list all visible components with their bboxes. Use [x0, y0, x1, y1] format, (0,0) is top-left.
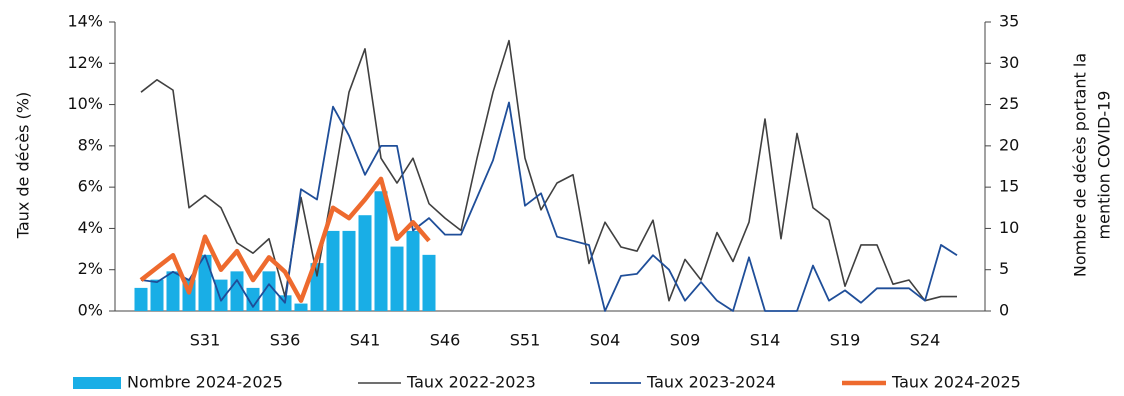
y-tick-label: 8%	[78, 135, 103, 154]
bar	[150, 279, 164, 311]
y2-tick-label: 25	[999, 94, 1019, 113]
bar	[326, 230, 340, 311]
x-tick-label: S36	[270, 331, 301, 350]
bar	[406, 230, 420, 311]
y2-tick-label: 20	[999, 135, 1019, 154]
bar	[294, 303, 308, 311]
legend-label: Taux 2024-2025	[891, 373, 1021, 392]
legend-label: Nombre 2024-2025	[127, 373, 283, 392]
y2-tick-label: 35	[999, 12, 1019, 31]
bar	[358, 215, 372, 311]
x-tick-label: S19	[830, 331, 861, 350]
x-tick-label: S09	[670, 331, 701, 350]
y-tick-label: 0%	[78, 301, 103, 320]
bar	[422, 254, 436, 311]
y-tick-label: 14%	[67, 12, 103, 31]
bar	[374, 191, 388, 311]
line-series	[140, 39, 957, 302]
y-tick-label: 2%	[78, 259, 103, 278]
y2-tick-label: 10	[999, 218, 1019, 237]
y-tick-label: 12%	[67, 53, 103, 72]
y-axis-label: Taux de décès (%)	[14, 92, 33, 239]
y-tick-label: 4%	[78, 218, 103, 237]
y-tick-label: 10%	[67, 94, 103, 113]
line-series	[140, 101, 958, 312]
x-tick-label: S31	[190, 331, 221, 350]
bar	[342, 230, 356, 311]
bar	[390, 246, 404, 311]
x-tick-label: S46	[430, 331, 461, 350]
y-tick-label: 6%	[78, 177, 103, 196]
y2-axis-label: Nombre de décès portant la	[1071, 53, 1090, 277]
bar	[310, 263, 324, 311]
bar	[262, 271, 276, 311]
legend-label: Taux 2023-2024	[646, 373, 776, 392]
bar	[246, 287, 260, 311]
bar	[230, 271, 244, 311]
y2-tick-label: 5	[999, 259, 1009, 278]
x-tick-label: S51	[510, 331, 541, 350]
bar	[134, 287, 148, 311]
y2-tick-label: 30	[999, 53, 1019, 72]
legend-label: Taux 2022-2023	[406, 373, 536, 392]
x-tick-label: S41	[350, 331, 381, 350]
y2-tick-label: 0	[999, 301, 1009, 320]
bar	[166, 271, 180, 311]
line-series	[139, 176, 431, 303]
x-tick-label: S24	[910, 331, 941, 350]
x-tick-label: S04	[590, 331, 621, 350]
bar	[198, 254, 212, 311]
bar	[214, 279, 228, 311]
x-tick-label: S14	[750, 331, 781, 350]
y2-tick-label: 15	[999, 177, 1019, 196]
legend-swatch	[73, 377, 121, 389]
y2-axis-label: mention COVID-19	[1095, 91, 1114, 240]
